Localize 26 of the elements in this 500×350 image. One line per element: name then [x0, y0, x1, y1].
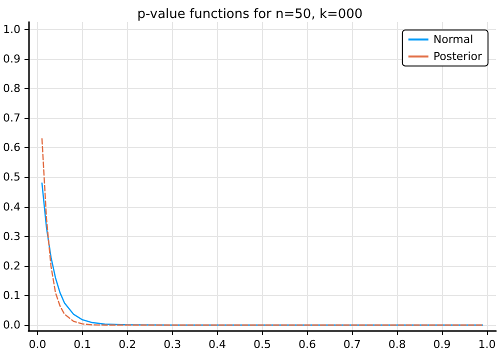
x-tick-label: 0.4: [208, 338, 226, 350]
x-tick-label: 0.7: [343, 338, 361, 350]
x-tick-label: 1.0: [478, 338, 496, 350]
x-tick-label: 0.1: [74, 338, 92, 350]
y-tick-label: 0.8: [2, 82, 20, 96]
line-series: [41, 138, 484, 326]
y-tick-label: 0.9: [2, 52, 20, 66]
x-tick-label: 0.3: [164, 338, 182, 350]
x-tick-label: 0.0: [28, 338, 46, 350]
y-tick-label: 0.5: [2, 170, 20, 184]
x-tick-label: 0.2: [118, 338, 136, 350]
x-tick-label: 0.5: [253, 338, 271, 350]
x-tick-label: 0.6: [298, 338, 316, 350]
y-tick-label: 0.6: [2, 141, 20, 154]
x-tick-label: 0.9: [433, 338, 451, 350]
y-tick-label: 0.4: [2, 200, 20, 214]
y-tick-label: 0.7: [2, 112, 20, 125]
y-tick-label: 0.1: [2, 289, 20, 302]
y-tick-label: 1.0: [2, 22, 20, 36]
chart-title: p-value functions for n=50, k=000: [137, 7, 363, 22]
y-tick-label: 0.3: [2, 230, 20, 243]
x-tick-label: 0.8: [388, 338, 406, 350]
legend-label: Normal: [433, 33, 474, 46]
y-tick-label: 0.0: [2, 318, 20, 332]
legend-label: Posterior: [433, 50, 482, 63]
y-tick-label: 0.2: [2, 259, 20, 272]
